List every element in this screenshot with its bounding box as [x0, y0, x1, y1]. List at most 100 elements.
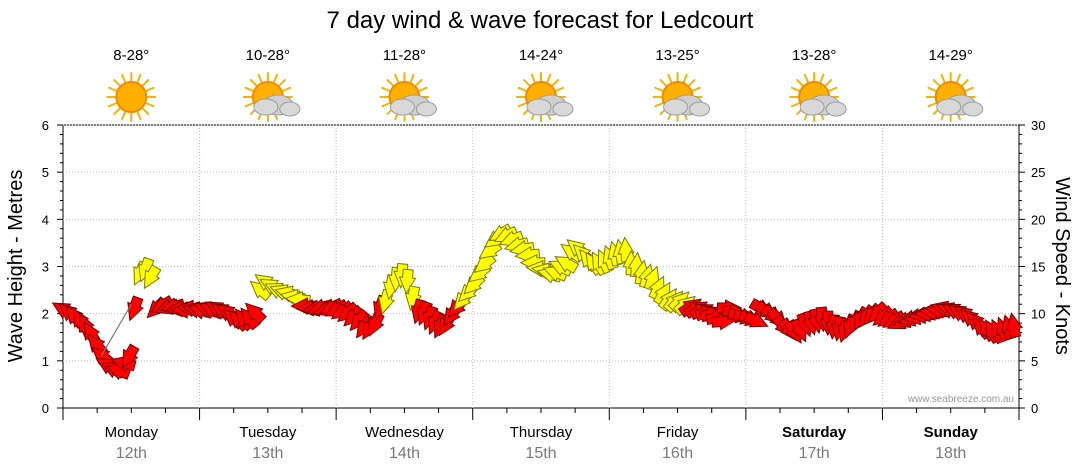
day-temp-range: 13-25°	[655, 47, 699, 64]
sun-ray	[932, 79, 941, 87]
cloud-part	[415, 101, 437, 117]
left-tick-label: 3	[42, 260, 49, 275]
sun-cloud-icon	[925, 72, 984, 122]
wind-arrow	[743, 310, 769, 328]
sun-ray	[141, 79, 150, 87]
sun-ray	[790, 102, 801, 108]
left-axis-label: Wave Height - Metres	[5, 170, 27, 363]
sun-ray	[141, 107, 150, 115]
sun-disc	[115, 81, 148, 113]
cloud-part	[799, 98, 825, 116]
sun-ray	[281, 86, 292, 92]
cloud-part	[253, 98, 279, 116]
sun-ray	[796, 79, 804, 87]
sun-ray	[145, 102, 155, 108]
wave-height-line	[100, 303, 132, 357]
day-date: 18th	[935, 445, 966, 462]
sun-ray	[659, 79, 668, 87]
sun-ray	[691, 86, 701, 92]
day-temp-range: 11-28°	[383, 47, 426, 64]
sun-ray	[257, 73, 263, 84]
sun-ray	[523, 79, 531, 87]
sun-ray	[961, 79, 969, 87]
sun-ray	[790, 86, 801, 92]
sun-cloud-icon	[516, 72, 574, 122]
cloud-part	[389, 98, 415, 116]
day-date: 12th	[116, 445, 147, 462]
sun-ray	[249, 79, 258, 87]
cloud-part	[936, 98, 962, 116]
sun-ray	[113, 107, 121, 115]
sun-ray	[244, 86, 255, 92]
wind-arrow	[398, 268, 417, 295]
sun-ray	[386, 79, 395, 87]
sun-icon	[106, 72, 157, 122]
wind-arrow	[554, 256, 580, 274]
sun-ray	[145, 86, 155, 92]
series-wind	[51, 223, 1023, 381]
sun-ray	[108, 86, 118, 92]
cloud-part	[689, 101, 711, 117]
cloud-part	[552, 101, 574, 117]
left-tick-label: 5	[42, 165, 49, 180]
sun-ray	[819, 73, 825, 84]
day-date: 17th	[799, 445, 830, 462]
sun-cloud-icon	[379, 72, 437, 122]
sun-ray	[824, 79, 833, 87]
right-tick-label: 5	[1031, 354, 1038, 369]
sun-ray	[667, 73, 673, 84]
left-tick-label: 4	[42, 212, 49, 227]
sun-ray	[551, 79, 559, 87]
day-label: Tuesday	[239, 424, 296, 441]
wind-arrow	[1005, 312, 1023, 339]
sun-ray	[682, 73, 688, 84]
sun-ray	[964, 86, 974, 92]
days-header: 8-28° 10-28° 11-28° 14-24° 13-25° 13-28° 14-29…	[106, 47, 984, 122]
sun-ray	[546, 73, 552, 84]
sun-ray	[121, 73, 127, 84]
day-temp-range: 14-29°	[929, 47, 973, 64]
right-tick-label: 20	[1031, 212, 1045, 227]
right-axis-label: Wind Speed - Knots	[1051, 177, 1073, 355]
watermark: www.seabreeze.com.au	[907, 394, 1014, 405]
sun-ray	[530, 73, 536, 84]
sun-ray	[418, 86, 428, 92]
series-wave	[100, 303, 132, 357]
day-label: Saturday	[782, 424, 847, 441]
sun-cloud-icon	[242, 72, 301, 122]
wind-arrow	[122, 343, 140, 369]
sun-ray	[955, 73, 961, 84]
day-date: 13th	[252, 445, 283, 462]
sun-ray	[113, 79, 121, 87]
sun-ray	[394, 73, 400, 84]
right-axis: 0 5 10 15 20 25 30	[1019, 118, 1045, 416]
wind-arrow	[368, 311, 385, 337]
sun-ray	[927, 102, 937, 108]
sun-ray	[517, 86, 528, 92]
day-temp-range: 8-28°	[113, 47, 149, 64]
sun-ray	[654, 102, 664, 108]
wind-arrow	[143, 264, 162, 290]
sun-ray	[517, 102, 528, 108]
sun-cloud-icon	[789, 72, 847, 122]
sun-ray	[927, 86, 937, 92]
wind-arrow	[127, 295, 144, 322]
sun-ray	[554, 86, 565, 92]
left-tick-label: 1	[42, 354, 49, 369]
day-date: 16th	[662, 445, 693, 462]
x-axis: Monday 12th Tuesday 13th Wednesday 14th Thursd…	[62, 408, 1020, 462]
day-label: Sunday	[924, 424, 979, 441]
day-label: Wednesday	[365, 424, 444, 441]
right-tick-label: 30	[1031, 118, 1045, 133]
sun-ray	[940, 73, 946, 84]
sun-ray	[272, 73, 279, 84]
sun-ray	[803, 73, 810, 84]
sun-ray	[121, 110, 127, 121]
right-tick-label: 25	[1031, 165, 1045, 180]
left-tick-label: 6	[42, 118, 49, 133]
day-temp-range: 10-28°	[246, 47, 290, 64]
cloud-part	[962, 101, 984, 117]
left-tick-label: 2	[42, 307, 49, 322]
day-label: Monday	[105, 424, 159, 441]
